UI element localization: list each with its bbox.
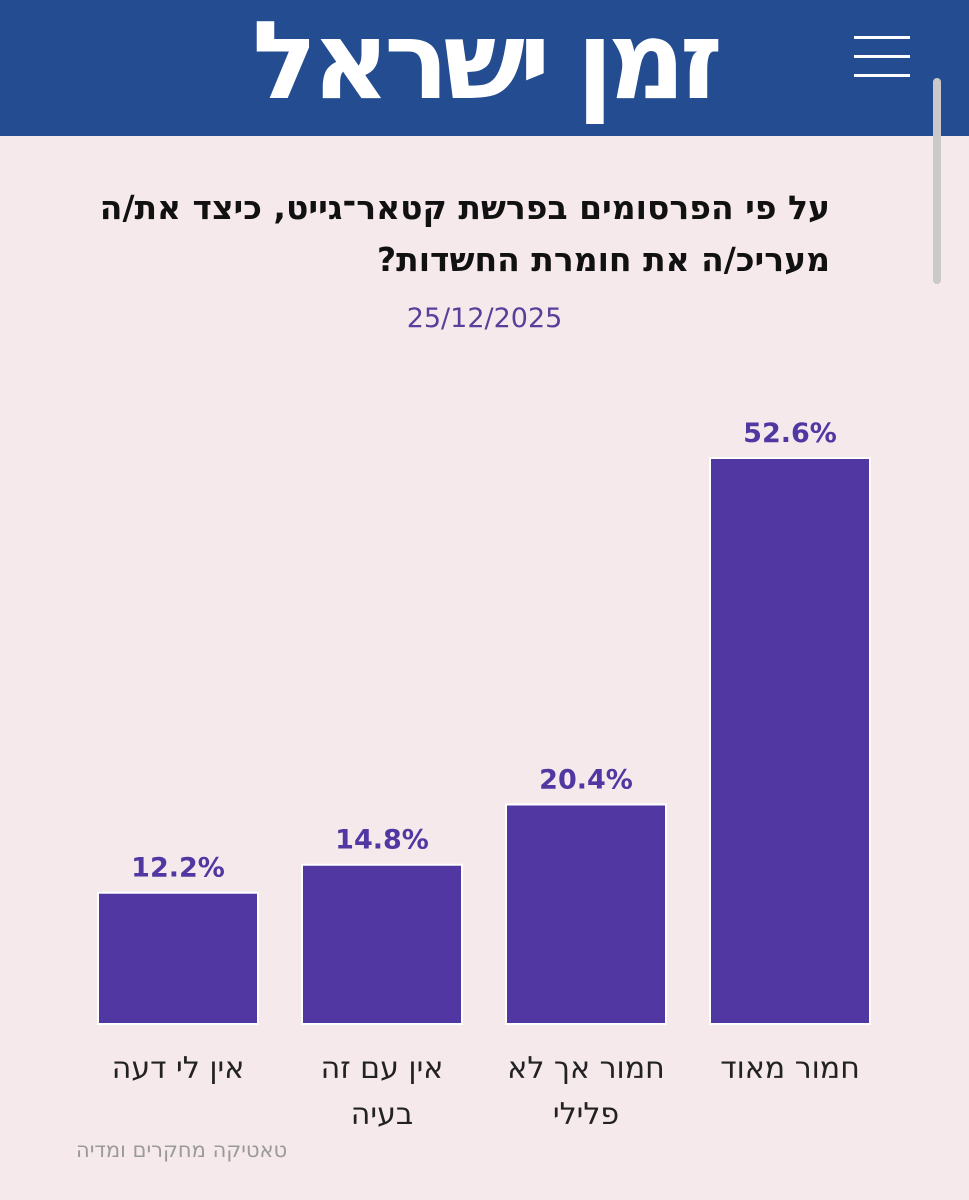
bar-value-label: 12.2% (131, 853, 225, 884)
category-label: פלילי (553, 1097, 619, 1132)
bar (301, 863, 463, 1025)
scrollbar[interactable] (933, 78, 941, 284)
bar (709, 457, 871, 1025)
bar (505, 803, 667, 1025)
site-header: זמן ישראל (0, 0, 969, 136)
hamburger-menu-icon[interactable] (854, 36, 910, 78)
category-label: חמור מאוד (720, 1051, 860, 1086)
chart-date: 25/12/2025 (406, 303, 563, 334)
chart-title: על פי הפרסומים בפרשת קטאר־גייט, כיצד את/… (99, 188, 830, 279)
category-label: אין לי דעה (112, 1051, 245, 1086)
source-credit: טאטיקה מחקרים ומדיה (76, 1138, 288, 1162)
bar-value-label: 52.6% (743, 418, 837, 449)
bar-value-label: 20.4% (539, 764, 633, 795)
bar-value-label: 14.8% (335, 825, 429, 856)
category-label: אין עם זה (321, 1051, 444, 1086)
category-label: חמור אך לא (507, 1051, 664, 1086)
bar (97, 891, 259, 1025)
site-logo[interactable]: זמן ישראל (252, 0, 723, 124)
category-label: בעיה (351, 1097, 413, 1132)
